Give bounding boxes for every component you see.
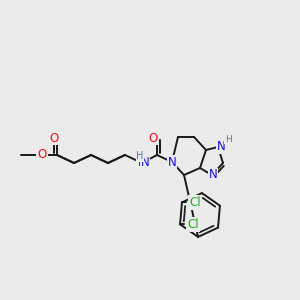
Text: O: O — [148, 131, 158, 145]
Text: Cl: Cl — [189, 196, 201, 209]
Text: N: N — [208, 169, 217, 182]
Text: H: H — [136, 151, 144, 161]
Text: O: O — [50, 131, 58, 145]
Text: N: N — [217, 140, 225, 154]
Text: N: N — [138, 157, 146, 169]
Text: N: N — [141, 157, 149, 169]
Text: H: H — [138, 158, 146, 168]
Text: Cl: Cl — [187, 218, 199, 231]
Text: N: N — [168, 155, 176, 169]
Text: H: H — [225, 134, 231, 143]
Text: O: O — [38, 148, 46, 161]
